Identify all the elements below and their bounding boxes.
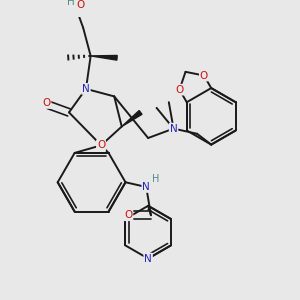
Text: H: H: [67, 0, 75, 7]
Text: O: O: [176, 85, 184, 95]
Polygon shape: [91, 56, 117, 60]
Text: O: O: [97, 140, 105, 150]
Text: N: N: [170, 124, 177, 134]
Text: O: O: [76, 0, 84, 10]
Text: O: O: [42, 98, 50, 108]
Polygon shape: [122, 110, 142, 127]
Text: O: O: [200, 70, 208, 80]
Text: H: H: [152, 174, 159, 184]
Text: N: N: [142, 182, 150, 192]
Text: N: N: [82, 84, 90, 94]
Text: O: O: [124, 210, 133, 220]
Text: N: N: [144, 254, 152, 264]
